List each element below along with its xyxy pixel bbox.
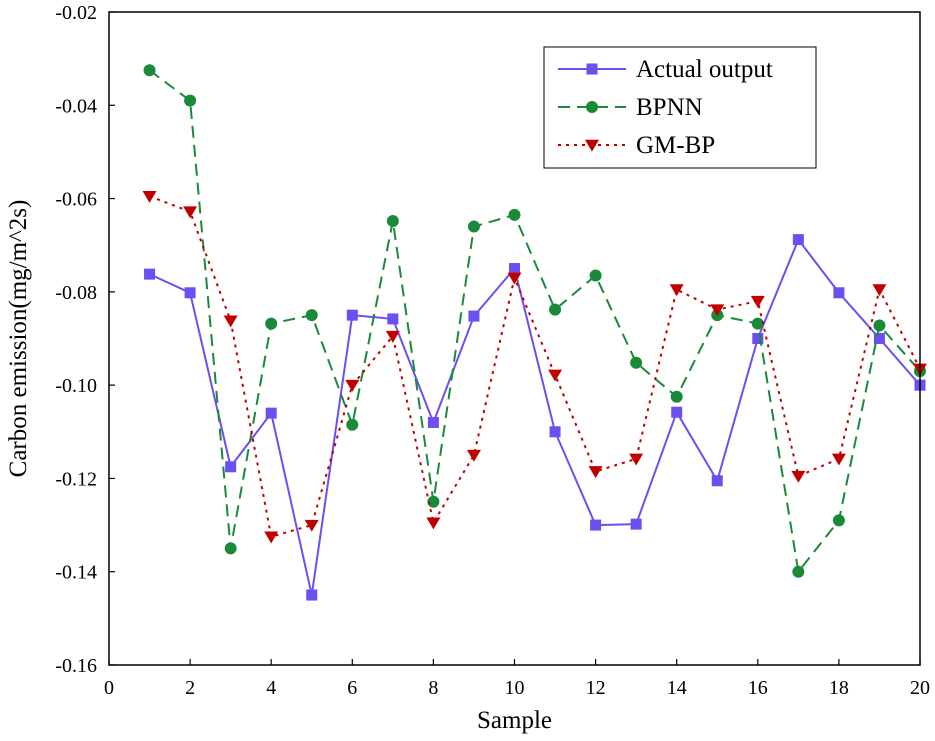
legend-marker [586,101,598,113]
y-tick-label: -0.08 [55,282,97,304]
data-point [387,313,399,325]
data-point [671,406,683,418]
data-point [791,470,806,483]
x-tick-label: 16 [748,677,768,699]
x-tick-label: 0 [104,677,114,699]
data-point [224,542,237,555]
data-point [589,269,602,282]
series-layer [142,64,927,601]
y-tick-label: -0.12 [55,468,97,490]
data-point [144,268,156,280]
x-tick-label: 8 [428,677,438,699]
data-point [264,531,279,544]
legend-marker [585,139,599,152]
legend: Actual output BPNN GM-BP [543,46,817,169]
data-point [265,407,277,419]
data-point [345,379,360,392]
data-point [466,449,481,462]
y-tick-label: -0.10 [55,375,97,397]
y-axis-title: Carbon emission(mg/m^2s) [5,200,32,478]
data-point [752,333,764,344]
data-point [306,589,318,601]
data-point [508,208,521,221]
data-point [427,416,439,428]
y-tick-label: -0.16 [55,655,97,677]
data-point [751,317,764,330]
legend-item: GM-BP [558,132,715,159]
data-point [549,426,561,438]
x-tick-label: 10 [505,677,525,699]
data-point [386,214,399,227]
series-actual-output [144,234,926,601]
data-point [346,309,358,321]
data-point [225,461,237,473]
data-point [305,309,318,322]
data-point [832,514,845,527]
data-point [833,287,845,299]
data-point [710,304,725,317]
data-point [427,495,440,508]
data-point [223,315,238,328]
data-point [873,319,886,332]
legend-item: BPNN [558,94,703,121]
series-line [149,238,921,597]
data-point [426,517,441,530]
data-point [346,418,359,431]
data-point [630,518,642,530]
data-point [184,287,196,299]
data-point [750,295,765,308]
legend-item: Actual output [558,56,773,83]
legend-label: GM-BP [636,132,715,159]
data-point [711,475,723,487]
data-point [792,234,804,246]
series-line [148,69,921,573]
data-point [872,284,887,297]
x-tick-label: 14 [667,677,687,699]
y-tick-label: -0.04 [55,95,97,117]
data-point [304,519,319,532]
data-point [385,330,400,343]
data-point [670,390,683,403]
data-point [590,519,602,531]
data-point [831,453,846,466]
data-point [792,565,805,578]
x-tick-label: 20 [910,677,930,699]
data-point [507,272,522,285]
data-point [143,64,156,77]
axis-ticks: 0 2 4 6 8 10 12 14 16 18 20 -0.16 -0.14 -0.12 -0.10 -0.… [55,2,930,699]
data-point [467,220,480,233]
data-point [669,284,684,297]
data-point [509,263,520,275]
x-tick-label: 18 [829,677,849,699]
legend-label: BPNN [636,94,703,121]
legend-marker [586,63,598,75]
series-bpnn [143,64,926,578]
legend-label: Actual output [636,56,773,83]
data-point [548,369,563,382]
data-point [265,317,278,330]
y-tick-label: -0.06 [55,189,97,211]
x-tick-label: 12 [586,677,606,699]
data-point [468,310,480,322]
series-gm-bp [142,190,927,544]
data-point [184,94,197,107]
data-point [629,453,644,466]
data-point [183,206,198,219]
x-tick-label: 6 [347,677,357,699]
data-point [549,303,562,316]
series-line [149,195,921,538]
x-tick-label: 2 [185,677,195,699]
data-point [142,190,157,203]
y-tick-label: -0.02 [55,2,97,24]
y-tick-label: -0.14 [55,562,97,584]
data-point [873,333,885,344]
x-axis-title: Sample [477,707,552,734]
data-point [630,356,643,369]
x-tick-label: 4 [266,677,276,699]
data-point [588,466,603,479]
